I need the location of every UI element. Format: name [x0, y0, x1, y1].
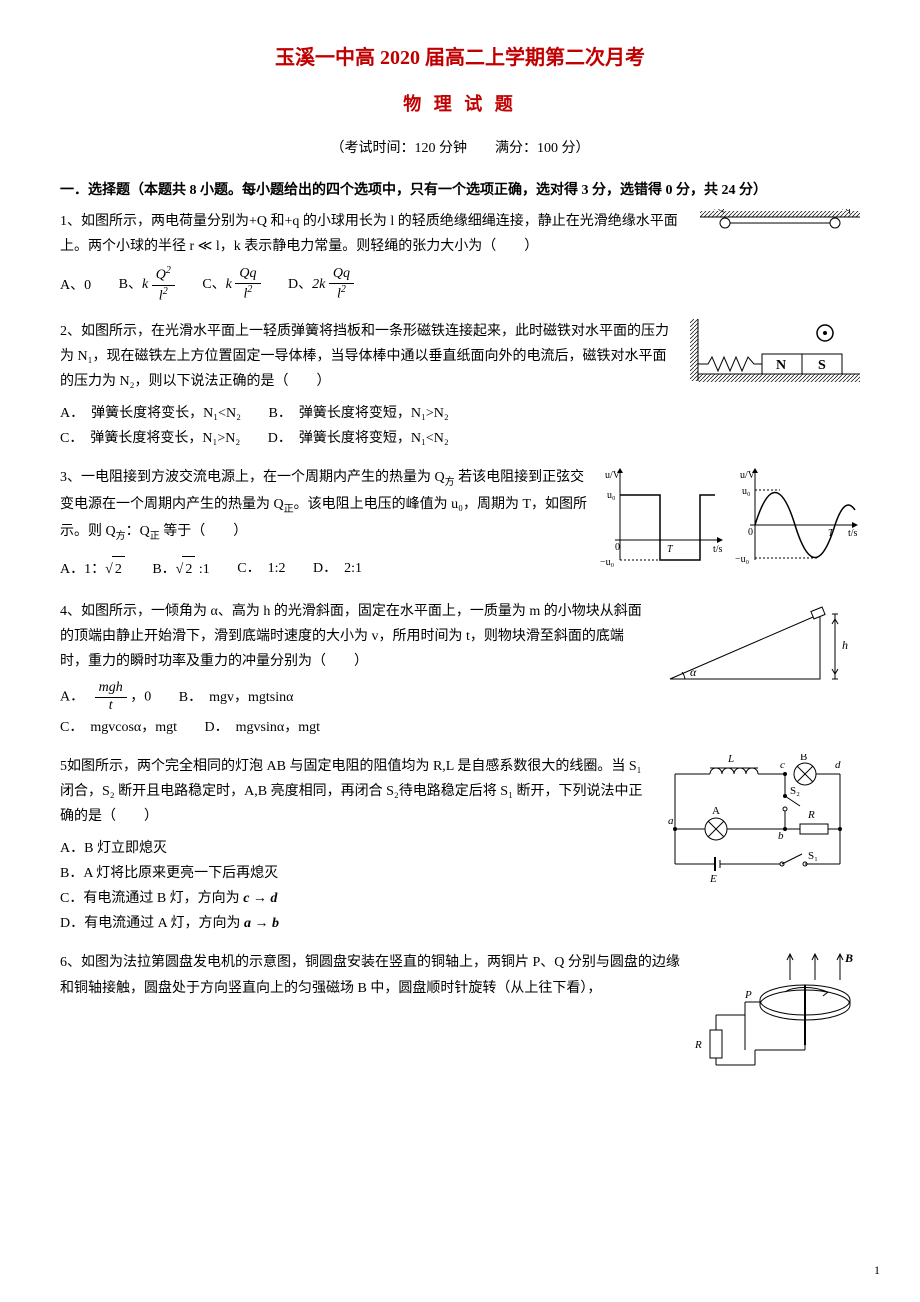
q4-figure: α h [660, 599, 860, 698]
q2-optB: B． 弹簧长度将变短，N₁>N₂ [269, 401, 449, 426]
q6-figure: B P R [690, 950, 860, 1079]
q4-optA: A． mght ，0 [60, 680, 151, 715]
svg-text:0: 0 [615, 542, 620, 553]
svg-text:−u₀: −u₀ [600, 557, 615, 568]
q2-options: A． 弹簧长度将变长，N₁<N₂ B． 弹簧长度将变短，N₁>N₂ C． 弹簧长… [60, 401, 860, 452]
exam-title: 玉溪一中高 2020 届高二上学期第二次月考 [60, 40, 860, 76]
svg-text:t/s: t/s [848, 528, 858, 539]
q4-optC: C． mgvcosα，mgt [60, 715, 177, 740]
svg-text:A: A [712, 805, 720, 817]
q1-figure: +Q +q [700, 209, 860, 248]
svg-text:S₁: S₁ [808, 850, 818, 862]
q3-optC: C． 1:2 [237, 556, 285, 581]
svg-text:u/V: u/V [740, 470, 756, 481]
svg-text:0: 0 [748, 527, 753, 538]
section-1-header: 一．选择题（本题共 8 小题。每小题给出的四个选项中，只有一个选项正确，选对得 … [60, 178, 860, 203]
q3-optB: B．√2 :1 [152, 556, 209, 582]
q5-optD: D．有电流通过 A 灯，方向为 a → b [60, 911, 860, 936]
q1-optD: D、2k Qql2 [288, 266, 354, 303]
svg-text:c: c [780, 759, 785, 771]
page-number: 1 [874, 1260, 880, 1282]
svg-text:B: B [800, 754, 807, 763]
svg-text:S: S [818, 358, 826, 373]
svg-text:d: d [835, 759, 841, 771]
svg-text:B: B [844, 951, 853, 965]
svg-text:−u₀: −u₀ [735, 554, 750, 565]
q3-figure: u/V u₀ −u₀ T t/s 0 u/V u₀ −u₀ T [600, 465, 860, 584]
q1-optA: A、0 [60, 273, 91, 298]
question-1: +Q +q 1、如图所示，两电荷量分别为+Q 和+q 的小球用长为 l 的轻质绝… [60, 209, 860, 305]
q2-optA: A． 弹簧长度将变长，N₁<N₂ [60, 401, 241, 426]
svg-text:u₀: u₀ [742, 486, 751, 497]
svg-text:P: P [744, 989, 752, 1001]
exam-subtitle: 物 理 试 题 [60, 88, 860, 120]
question-3: u/V u₀ −u₀ T t/s 0 u/V u₀ −u₀ T [60, 465, 860, 584]
q1-optB: B、k Q2l2 [119, 265, 175, 305]
question-2: N S 2、如图所示，在光滑水平面上一轻质弹簧将挡板和一条形磁铁连接起来，此时磁… [60, 319, 860, 451]
q2-figure: N S [690, 319, 860, 398]
q2-optD: D． 弹簧长度将变短，N₁<N₂ [268, 426, 449, 451]
q1-optC: C、k Qql2 [202, 266, 260, 303]
question-5: L c B d S₂ b a A [60, 754, 860, 936]
question-6: B P R 6、如图为法拉第圆盘发电机的示意图， [60, 950, 860, 1079]
svg-text:b: b [778, 830, 784, 842]
svg-text:a: a [668, 815, 674, 827]
svg-text:u/V: u/V [605, 470, 621, 481]
q3-optA: A．1：√2 [60, 556, 125, 582]
svg-text:R: R [807, 809, 815, 821]
q1-options: A、0 B、k Q2l2 C、k Qql2 D、2k Qql2 [60, 265, 860, 305]
svg-text:L: L [727, 754, 734, 765]
q1-fig-qright: +q [840, 209, 851, 214]
svg-text:N: N [776, 358, 786, 373]
q5-figure: L c B d S₂ b a A [660, 754, 860, 903]
svg-text:E: E [709, 873, 717, 885]
svg-text:h: h [842, 638, 848, 652]
question-4: α h 4、如图所示，一倾角为 α、高为 h 的光滑斜面，固定在水平面上，一质量… [60, 599, 860, 741]
q3-optD: D． 2:1 [313, 556, 362, 581]
q4-optB: B． mgv，mgtsinα [179, 685, 294, 710]
svg-text:T: T [667, 544, 674, 555]
svg-text:u₀: u₀ [607, 490, 616, 501]
svg-text:R: R [694, 1039, 702, 1051]
svg-text:t/s: t/s [713, 544, 723, 555]
exam-info: （考试时间：120 分钟 满分：100 分） [60, 136, 860, 161]
q4-optD: D． mgvsinα，mgt [205, 715, 320, 740]
svg-text:α: α [690, 665, 697, 679]
q1-fig-qleft: +Q [712, 209, 726, 214]
svg-text:S₂: S₂ [790, 785, 800, 797]
q2-optC: C． 弹簧长度将变长，N₁>N₂ [60, 426, 240, 451]
